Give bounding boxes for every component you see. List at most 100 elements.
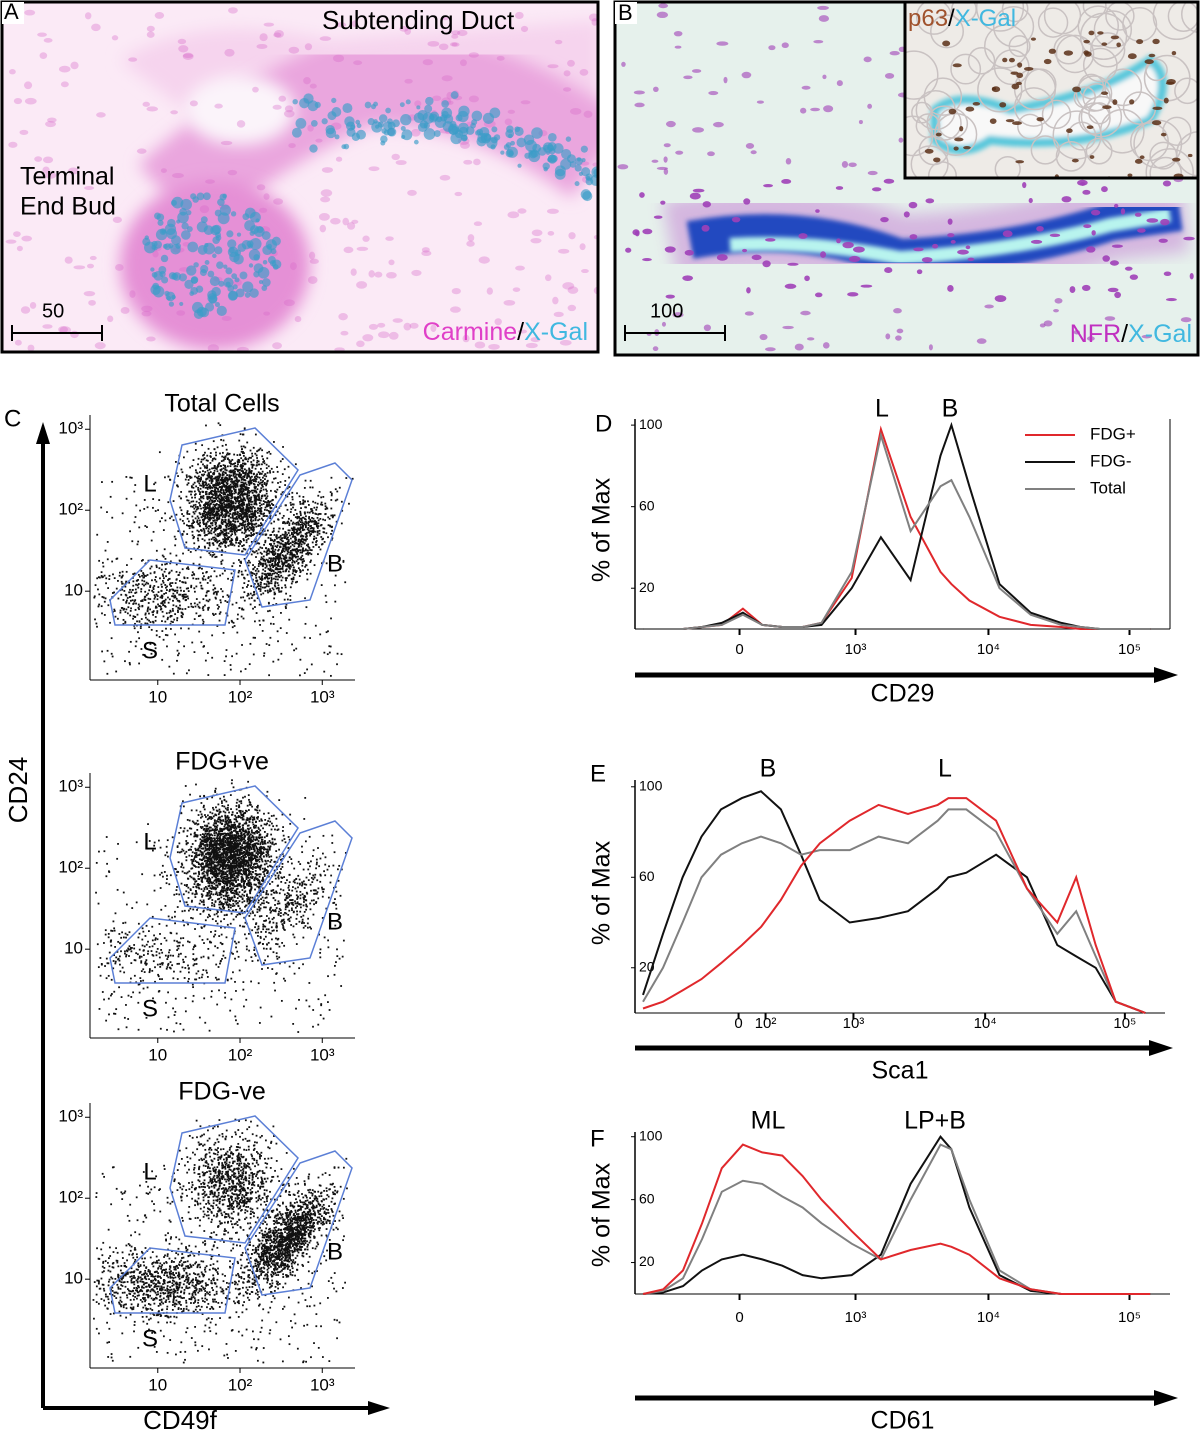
event-dot <box>236 529 239 531</box>
event-dot <box>185 524 188 527</box>
event-dot <box>148 626 151 629</box>
event-dot <box>233 625 236 627</box>
event-dot <box>236 631 239 634</box>
event-dot <box>210 507 213 510</box>
event-dot <box>254 620 256 623</box>
event-dot <box>243 428 246 431</box>
event-dot <box>219 599 222 602</box>
scale-bar <box>624 325 726 341</box>
event-dot <box>252 494 255 497</box>
event-dot <box>254 433 257 436</box>
event-dot <box>289 559 291 562</box>
nucleus <box>947 218 953 225</box>
event-dot <box>208 525 211 528</box>
event-dot <box>238 516 240 519</box>
event-dot <box>307 543 310 546</box>
event-dot <box>204 511 207 513</box>
stain-spot <box>399 102 405 108</box>
event-dot <box>238 891 241 894</box>
event-dot <box>249 642 252 645</box>
event-dot <box>161 585 163 588</box>
event-dot <box>246 523 249 525</box>
nucleus <box>994 295 1007 302</box>
event-dot <box>262 555 265 558</box>
event-dot <box>231 478 233 481</box>
event-dot <box>174 460 177 463</box>
cell <box>351 20 358 28</box>
event-dot <box>176 619 179 622</box>
event-dot <box>248 497 251 500</box>
event-dot <box>226 457 229 460</box>
event-dot <box>137 586 140 589</box>
cell <box>84 185 95 190</box>
event-dot <box>224 540 227 543</box>
event-dot <box>238 490 241 492</box>
event-dot <box>218 539 221 542</box>
event-dot <box>237 545 240 548</box>
event-dot <box>259 524 262 527</box>
stain-part: p63 <box>908 5 948 32</box>
event-dot <box>167 601 170 604</box>
event-dot <box>197 539 200 542</box>
cell <box>5 239 17 244</box>
event-dot <box>300 539 302 541</box>
event-dot <box>246 492 249 495</box>
event-dot <box>202 463 204 466</box>
event-dot <box>280 560 283 562</box>
nucleus <box>954 137 964 142</box>
stain-spot <box>193 262 199 268</box>
event-dot <box>253 507 256 509</box>
event-dot <box>250 456 252 459</box>
event-dot <box>254 519 257 522</box>
event-dot <box>236 507 239 510</box>
event-dot <box>206 526 209 529</box>
stain-spot <box>179 207 187 216</box>
stain-spot <box>433 130 441 138</box>
event-dot <box>162 575 165 577</box>
cell <box>388 259 395 266</box>
cell <box>21 235 33 242</box>
event-dot <box>298 575 301 577</box>
stain-spot <box>517 163 522 168</box>
event-dot <box>222 540 225 543</box>
event-dot <box>252 514 255 517</box>
cell <box>473 158 481 166</box>
cell <box>307 276 318 284</box>
axis-arrows <box>36 422 390 1415</box>
event-dot <box>313 537 315 540</box>
event-dot <box>201 444 204 447</box>
cell <box>221 315 232 321</box>
event-dot <box>155 634 158 637</box>
event-dot <box>237 470 239 473</box>
event-dot <box>152 588 155 590</box>
event-dot <box>217 488 219 491</box>
stain-spot <box>378 114 388 123</box>
event-dot <box>125 608 128 611</box>
event-dot <box>290 527 293 530</box>
event-dot <box>234 499 237 502</box>
event-dot <box>271 545 274 547</box>
fat-cell <box>1082 82 1111 112</box>
stain-spot <box>234 249 241 256</box>
event-dot <box>190 505 192 508</box>
event-dot <box>193 618 196 620</box>
event-dot <box>125 594 128 597</box>
cell <box>486 287 493 295</box>
event-dot <box>227 806 229 809</box>
event-dot <box>112 573 114 576</box>
cell <box>468 52 479 58</box>
event-dot <box>261 481 264 484</box>
event-dot <box>177 530 180 533</box>
event-dot <box>269 500 272 503</box>
event-dot <box>238 473 241 475</box>
event-dot <box>252 534 255 536</box>
event-dot <box>263 836 266 839</box>
event-dot <box>277 573 280 576</box>
cell <box>494 318 502 326</box>
event-dot <box>175 570 178 573</box>
event-dot <box>200 476 202 479</box>
event-dot <box>248 529 251 532</box>
cell <box>531 229 543 237</box>
event-dot <box>202 497 205 500</box>
event-dot <box>198 519 201 522</box>
